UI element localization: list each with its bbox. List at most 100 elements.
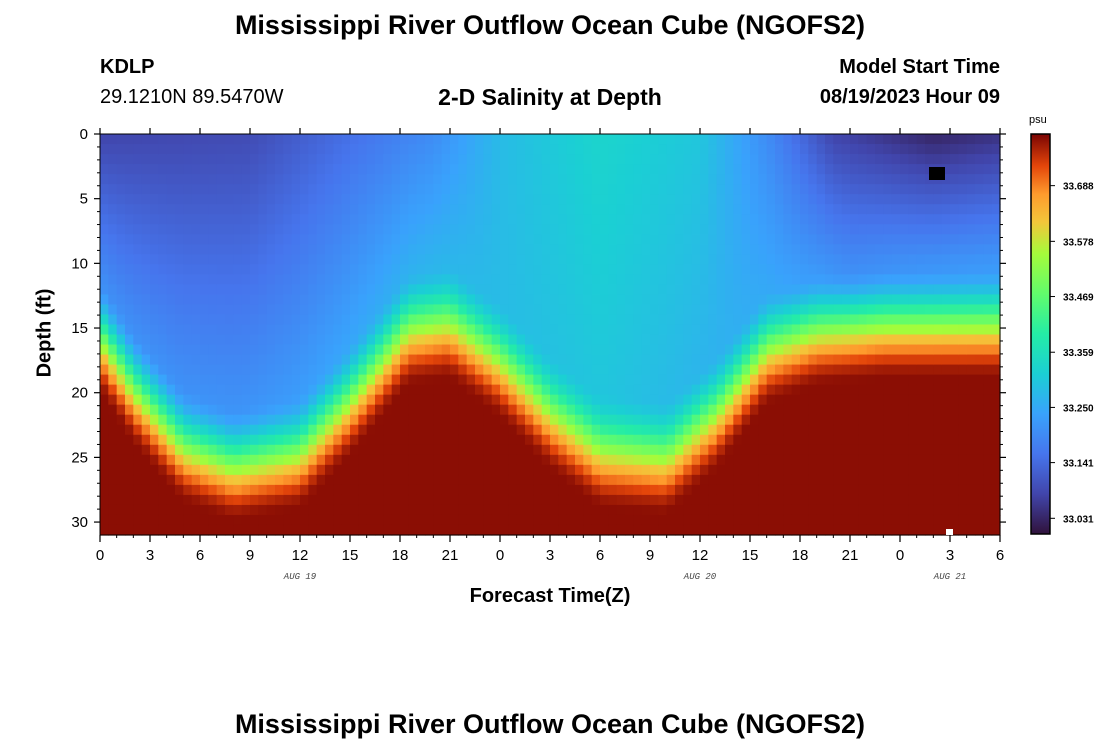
heatmap-cell	[916, 234, 926, 245]
heatmap-cell	[816, 374, 826, 386]
heatmap-cell	[700, 264, 709, 275]
heatmap-cell	[958, 454, 968, 466]
heatmap-cell	[316, 154, 326, 165]
heatmap-cell	[691, 514, 701, 526]
heatmap-cell	[875, 204, 884, 215]
heatmap-cell	[275, 464, 284, 476]
heatmap-cell	[716, 354, 726, 366]
heatmap-cell	[950, 304, 959, 316]
heatmap-cell	[583, 394, 593, 406]
heatmap-cell	[733, 234, 743, 245]
heatmap-cell	[808, 484, 818, 496]
heatmap-cell	[383, 424, 393, 436]
heatmap-cell	[941, 164, 951, 175]
heatmap-cell	[375, 184, 384, 195]
heatmap-cell	[500, 424, 509, 436]
heatmap-cell	[733, 344, 743, 356]
x-tick-label: 6	[196, 547, 204, 564]
heatmap-cell	[133, 204, 143, 215]
heatmap-cell	[516, 444, 526, 456]
heatmap-cell	[108, 284, 118, 296]
heatmap-cell	[450, 194, 459, 205]
heatmap-cell	[691, 174, 701, 185]
heatmap-cell	[733, 154, 743, 165]
heatmap-cell	[433, 504, 443, 516]
heatmap-cell	[275, 344, 284, 356]
heatmap-cell	[875, 324, 884, 336]
heatmap-cell	[158, 274, 168, 285]
heatmap-cell	[175, 254, 184, 265]
heatmap-cell	[816, 444, 826, 456]
heatmap-cell	[716, 204, 726, 215]
heatmap-cell	[741, 474, 751, 486]
heatmap-cell	[666, 254, 676, 265]
heatmap-cell	[583, 444, 593, 456]
heatmap-cell	[891, 324, 901, 336]
heatmap-cell	[316, 374, 326, 386]
heatmap-cell	[908, 314, 918, 326]
heatmap-cell	[175, 314, 184, 326]
heatmap-cell	[533, 404, 543, 416]
heatmap-cell	[583, 424, 593, 436]
heatmap-cell	[608, 334, 618, 346]
heatmap-cell	[358, 294, 368, 306]
heatmap-cell	[583, 204, 593, 215]
heatmap-cell	[241, 144, 251, 155]
heatmap-cell	[783, 334, 793, 346]
heatmap-cell	[175, 384, 184, 396]
heatmap-cell	[533, 484, 543, 496]
heatmap-cell	[166, 424, 176, 436]
heatmap-cell	[508, 234, 518, 245]
heatmap-cell	[550, 324, 559, 336]
heatmap-cell	[516, 384, 526, 396]
heatmap-cell	[825, 374, 834, 386]
heatmap-cell	[308, 204, 318, 215]
heatmap-cell	[333, 224, 343, 235]
heatmap-cell	[816, 204, 826, 215]
heatmap-cell	[525, 384, 534, 396]
heatmap-cell	[650, 414, 659, 426]
heatmap-cell	[541, 484, 551, 496]
heatmap-cell	[258, 234, 268, 245]
heatmap-cell	[558, 154, 568, 165]
heatmap-cell	[758, 484, 768, 496]
heatmap-cell	[483, 384, 493, 396]
heatmap-cell	[500, 514, 509, 526]
heatmap-cell	[841, 244, 851, 255]
heatmap-cell	[308, 264, 318, 275]
heatmap-cell	[983, 334, 993, 346]
heatmap-cell	[833, 184, 843, 195]
heatmap-cell	[741, 314, 751, 326]
x-date-label: AUG 20	[683, 572, 717, 582]
heatmap-cell	[858, 484, 868, 496]
heatmap-cell	[741, 194, 751, 205]
heatmap-cell	[283, 234, 293, 245]
heatmap-cell	[258, 174, 268, 185]
heatmap-cell	[708, 234, 718, 245]
heatmap-cell	[883, 424, 893, 436]
heatmap-cell	[275, 304, 284, 316]
heatmap-cell	[633, 504, 643, 516]
heatmap-cell	[350, 394, 359, 406]
heatmap-cell	[125, 224, 134, 235]
heatmap-cell	[566, 144, 576, 155]
heatmap-cell	[191, 334, 201, 346]
heatmap-cell	[591, 324, 601, 336]
heatmap-cell	[816, 304, 826, 316]
heatmap-cell	[491, 184, 501, 195]
heatmap-cell	[658, 384, 668, 396]
heatmap-cell	[791, 334, 801, 346]
heatmap-cell	[141, 454, 151, 466]
heatmap-cell	[575, 194, 584, 205]
heatmap-cell	[658, 194, 668, 205]
heatmap-cell	[391, 504, 401, 516]
heatmap-cell	[650, 314, 659, 326]
heatmap-cell	[600, 344, 609, 356]
heatmap-cell	[483, 454, 493, 466]
heatmap-cell	[283, 284, 293, 296]
heatmap-cell	[800, 244, 809, 255]
heatmap-cell	[691, 404, 701, 416]
heatmap-cell	[316, 134, 326, 145]
heatmap-cell	[691, 314, 701, 326]
heatmap-cell	[883, 294, 893, 306]
